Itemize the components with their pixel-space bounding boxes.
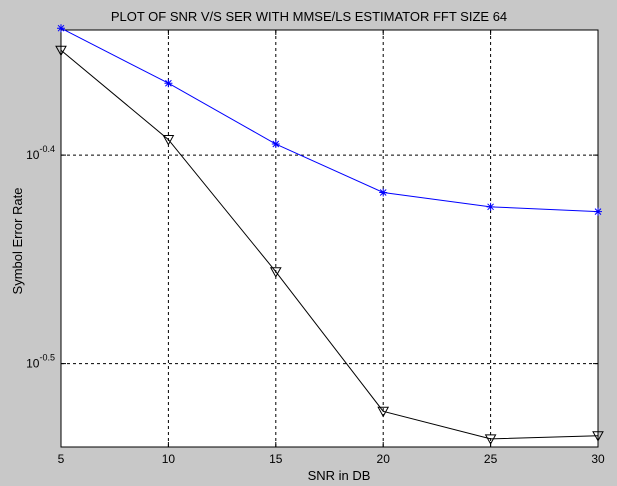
series-2-point — [269, 267, 282, 278]
x-tick-label: 15 — [269, 452, 283, 466]
series-2-point — [484, 434, 497, 445]
series-1-line — [60, 27, 599, 213]
series-2-point — [162, 135, 175, 146]
series-2-line — [60, 49, 599, 440]
series-1-point — [164, 79, 173, 88]
series-1-point — [379, 188, 388, 197]
x-tick-label: 20 — [377, 452, 391, 466]
series-1-point — [594, 207, 602, 216]
series-1-point — [486, 202, 495, 211]
x-axis-label: SNR in DB — [308, 468, 371, 483]
x-tick-label: 5 — [58, 452, 65, 466]
x-tick-label: 25 — [484, 452, 498, 466]
series-1-point — [57, 24, 65, 33]
series-1-point — [271, 140, 280, 149]
series-2-point — [592, 431, 604, 442]
y-axis-label: Symbol Error Rate — [10, 188, 25, 295]
axes-box — [60, 29, 599, 448]
series-2-point — [55, 45, 67, 57]
chart-title: PLOT OF SNR V/S SER WITH MMSE/LS ESTIMAT… — [111, 9, 507, 24]
plot-background — [61, 30, 598, 447]
x-tick-label: 30 — [591, 452, 605, 466]
x-tick-label: 10 — [162, 452, 176, 466]
series-2-point — [377, 406, 390, 418]
